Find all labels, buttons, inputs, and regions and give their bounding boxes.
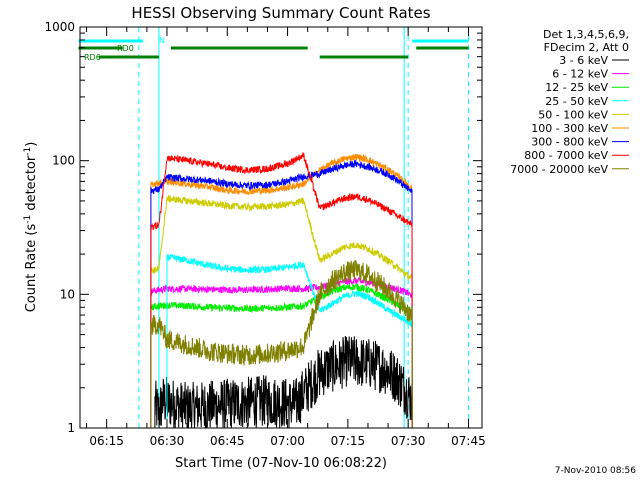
- y-tick-label-2: 100: [52, 154, 75, 168]
- y-axis-label: Count Rate (s-1 detector-1): [23, 142, 39, 313]
- series-line-8: [150, 260, 413, 429]
- series-8: [150, 260, 413, 429]
- x-axis-label: Start Time (07-Nov-10 06:08:22): [175, 456, 387, 471]
- legend-label-4: 50 - 100 keV: [538, 108, 608, 121]
- x-tick-label-1: 06:30: [150, 434, 185, 448]
- legend-label-3: 25 - 50 keV: [545, 95, 608, 108]
- legend-label-2: 12 - 25 keV: [545, 81, 608, 94]
- timestamp: 7-Nov-2010 08:56: [555, 466, 637, 476]
- y-axis-label-sup1: -1: [23, 215, 33, 224]
- y-axis-label-sup2: -1: [23, 147, 33, 156]
- x-tick-label-0: 06:15: [89, 434, 124, 448]
- series-line-6: [150, 159, 413, 429]
- series-1: [150, 276, 413, 429]
- y-tick-label-1: 10: [60, 287, 75, 301]
- series-line-1: [150, 276, 413, 429]
- legend-label-8: 7000 - 20000 keV: [510, 163, 608, 176]
- legend-label-0: 3 - 6 keV: [559, 54, 608, 67]
- series-7: [150, 152, 413, 429]
- x-tick-label-4: 07:15: [331, 434, 366, 448]
- x-tick-label-5: 07:30: [391, 434, 426, 448]
- flag-label-rd6: RD6: [84, 53, 101, 62]
- series-line-3: [166, 253, 413, 429]
- data-layer: [78, 27, 469, 429]
- series-6: [150, 159, 413, 429]
- series-4: [150, 194, 413, 429]
- series-line-2: [150, 283, 413, 429]
- x-tick-label-2: 06:45: [210, 434, 245, 448]
- legend: Det 1,3,4,5,6,9, FDecim 2, Att 0 3 - 6 k…: [510, 28, 629, 176]
- series-5: [150, 153, 413, 429]
- y-axis-label-b: detector: [24, 155, 39, 215]
- y-axis-label-a: Count Rate (s: [24, 224, 39, 313]
- series-3: [166, 253, 413, 429]
- series-line-7: [150, 152, 413, 429]
- chart-title: HESSI Observing Summary Count Rates: [131, 4, 430, 22]
- legend-header-line-2: FDecim 2, Att 0: [544, 41, 629, 54]
- y-axis-label-c: ): [24, 142, 39, 147]
- legend-label-1: 6 - 12 keV: [552, 68, 608, 81]
- series-line-5: [150, 153, 413, 429]
- legend-label-5: 100 - 300 keV: [531, 122, 608, 135]
- x-tick-label-6: 07:45: [451, 434, 486, 448]
- series-2: [150, 283, 413, 429]
- plot-frame: [79, 26, 483, 429]
- y-tick-label-0: 1: [67, 421, 75, 435]
- x-tick-label-3: 07:00: [270, 434, 305, 448]
- flag-label-rd0: RD0: [117, 44, 134, 53]
- legend-label-7: 800 - 7000 keV: [524, 149, 608, 162]
- axis-ticks: 1 10 100 1000 06:15 06:30 06:45 07:00 07:15 07:30…: [44, 20, 485, 448]
- series-line-4: [150, 194, 413, 429]
- flag-label-n: N: [159, 36, 165, 45]
- legend-label-6: 300 - 800 keV: [531, 136, 608, 149]
- series-line-0: [154, 335, 413, 429]
- series-0: [154, 335, 413, 429]
- y-tick-label-3: 1000: [44, 20, 75, 34]
- legend-header-line-1: Det 1,3,4,5,6,9,: [543, 28, 629, 41]
